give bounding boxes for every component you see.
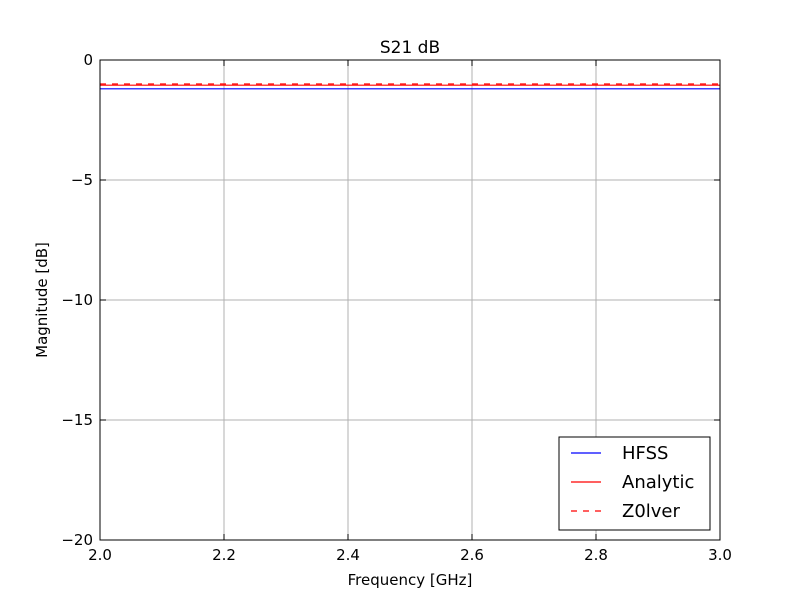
y-axis-label: Magnitude [dB] xyxy=(33,242,51,358)
legend: HFSS Analytic Z0lver xyxy=(558,436,711,531)
axis-ticks: 2.0 2.2 2.4 2.6 2.8 3.0 0 −5 −10 −15 −20 xyxy=(61,51,732,564)
y-tick-label: −15 xyxy=(61,411,93,429)
x-tick-label: 2.6 xyxy=(460,546,484,564)
x-tick-label: 3.0 xyxy=(708,546,732,564)
y-tick-label: −20 xyxy=(61,531,93,549)
legend-label-analytic: Analytic xyxy=(622,472,694,493)
y-tick-label: −10 xyxy=(61,291,93,309)
legend-label-hfss: HFSS xyxy=(622,443,668,464)
legend-label-z0lver: Z0lver xyxy=(622,501,681,522)
chart-title: S21 dB xyxy=(380,38,440,58)
x-axis-label: Frequency [GHz] xyxy=(348,571,473,589)
x-tick-label: 2.0 xyxy=(88,546,112,564)
x-tick-label: 2.8 xyxy=(584,546,608,564)
series-lines xyxy=(100,83,720,90)
x-tick-label: 2.2 xyxy=(212,546,236,564)
x-tick-label: 2.4 xyxy=(336,546,360,564)
y-tick-label: 0 xyxy=(83,51,93,69)
y-tick-label: −5 xyxy=(71,171,93,189)
